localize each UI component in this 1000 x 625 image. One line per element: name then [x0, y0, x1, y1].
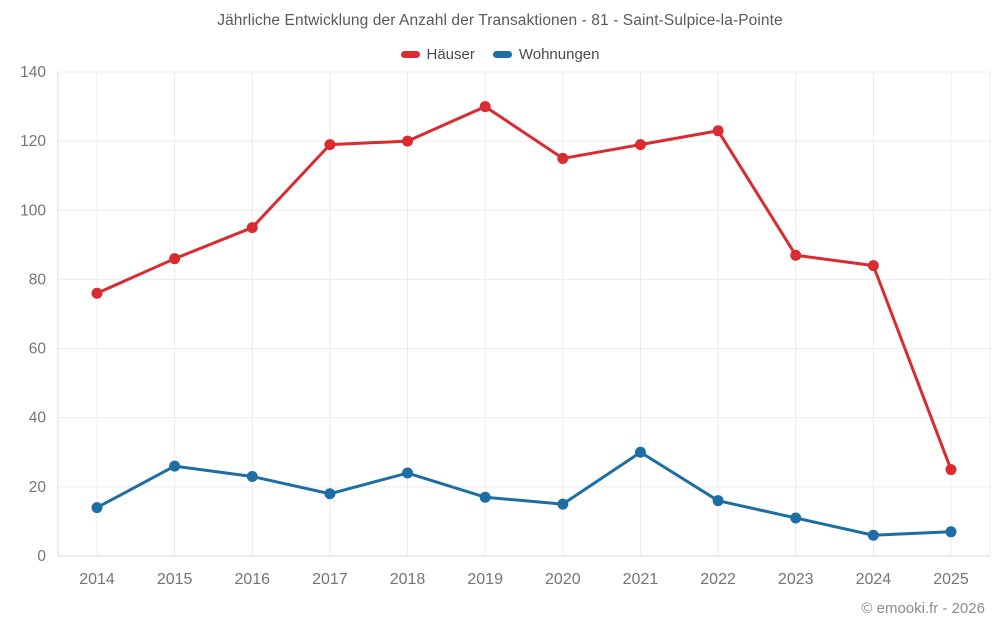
data-point-wohnungen-2016[interactable] — [246, 470, 258, 482]
x-axis-tick-label: 2023 — [778, 571, 814, 588]
y-axis-tick-label: 0 — [37, 548, 46, 565]
y-axis-tick-label: 20 — [29, 479, 47, 496]
legend-label-wohnungen: Wohnungen — [518, 46, 600, 63]
copyright-footer: © emooki.fr - 2026 — [861, 600, 985, 617]
data-point-huser-2019[interactable] — [479, 101, 491, 113]
data-point-wohnungen-2015[interactable] — [169, 460, 181, 472]
x-axis-tick-label: 2021 — [623, 571, 659, 588]
data-point-huser-2025[interactable] — [945, 464, 957, 476]
legend-label-hauser: Häuser — [426, 46, 475, 63]
data-point-wohnungen-2019[interactable] — [479, 491, 491, 503]
data-point-wohnungen-2017[interactable] — [324, 488, 336, 500]
x-axis-tick-label: 2024 — [856, 571, 892, 588]
data-point-wohnungen-2024[interactable] — [867, 529, 879, 541]
data-point-wohnungen-2023[interactable] — [790, 512, 802, 524]
data-point-huser-2016[interactable] — [246, 222, 258, 234]
x-axis-tick-label: 2017 — [312, 571, 348, 588]
y-axis-tick-label: 120 — [20, 133, 46, 150]
legend-item-hauser[interactable]: Häuser — [400, 46, 475, 63]
x-axis-tick-label: 2016 — [234, 571, 270, 588]
data-point-wohnungen-2022[interactable] — [712, 495, 724, 507]
x-axis-tick-label: 2025 — [933, 571, 969, 588]
x-axis-tick-label: 2018 — [390, 571, 426, 588]
wohnungen-color-swatch-icon — [492, 51, 512, 58]
data-point-wohnungen-2014[interactable] — [91, 502, 103, 514]
data-point-huser-2021[interactable] — [634, 139, 646, 151]
series-line-1 — [95, 450, 953, 537]
data-point-wohnungen-2020[interactable] — [557, 498, 569, 510]
data-point-huser-2015[interactable] — [169, 253, 181, 265]
chart-title: Jährliche Entwicklung der Anzahl der Tra… — [217, 12, 783, 29]
hauser-color-swatch-icon — [400, 51, 420, 58]
x-axis-tick-label: 2022 — [700, 571, 736, 588]
x-axis-tick-label: 2020 — [545, 571, 581, 588]
y-axis-tick-label: 40 — [29, 410, 47, 427]
series-line-0 — [95, 105, 953, 472]
data-point-huser-2014[interactable] — [91, 287, 103, 299]
data-point-huser-2024[interactable] — [867, 260, 879, 272]
data-point-huser-2023[interactable] — [790, 249, 802, 261]
y-axis-tick-label: 80 — [29, 271, 47, 288]
data-point-wohnungen-2025[interactable] — [945, 526, 957, 538]
data-point-wohnungen-2018[interactable] — [402, 467, 414, 479]
y-axis-tick-label: 100 — [20, 202, 46, 219]
x-axis-tick-label: 2014 — [79, 571, 115, 588]
chart-legend: Häuser Wohnungen — [0, 46, 1000, 63]
data-point-huser-2018[interactable] — [402, 135, 414, 147]
x-axis-tick-label: 2019 — [467, 571, 503, 588]
data-point-huser-2020[interactable] — [557, 152, 569, 164]
data-point-huser-2022[interactable] — [712, 125, 724, 137]
y-axis-tick-label: 60 — [29, 341, 47, 358]
x-axis-tick-label: 2015 — [157, 571, 193, 588]
data-point-huser-2017[interactable] — [324, 139, 336, 151]
y-axis-tick-label: 140 — [20, 64, 46, 81]
data-point-wohnungen-2021[interactable] — [634, 446, 646, 458]
legend-item-wohnungen[interactable]: Wohnungen — [492, 46, 600, 63]
